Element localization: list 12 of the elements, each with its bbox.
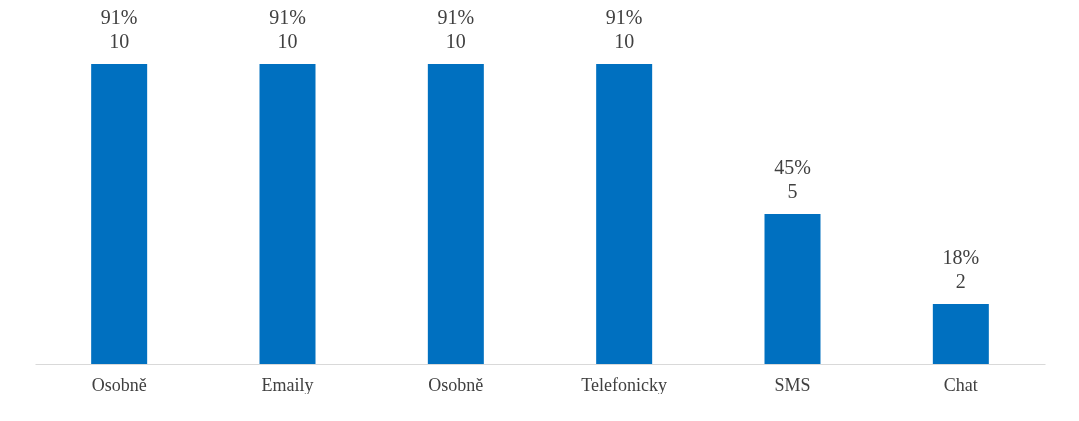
x-tick-label: Emaily: [261, 374, 314, 395]
data-label: 91% 10: [605, 6, 643, 52]
data-label: 91% 10: [269, 6, 306, 52]
x-tick-label: SMS: [774, 374, 811, 395]
data-label: 91% 10: [437, 6, 475, 52]
x-tick-label: Telefonicky: [581, 374, 668, 395]
data-label: 18% 2: [942, 246, 980, 292]
x-tick-label: Osobně: [428, 374, 484, 395]
x-tick-label: Chat: [943, 374, 978, 395]
x-tick-label: Osobně: [91, 374, 147, 395]
data-label: 45% 5: [774, 156, 811, 202]
data-label: 91% 10: [100, 6, 138, 52]
